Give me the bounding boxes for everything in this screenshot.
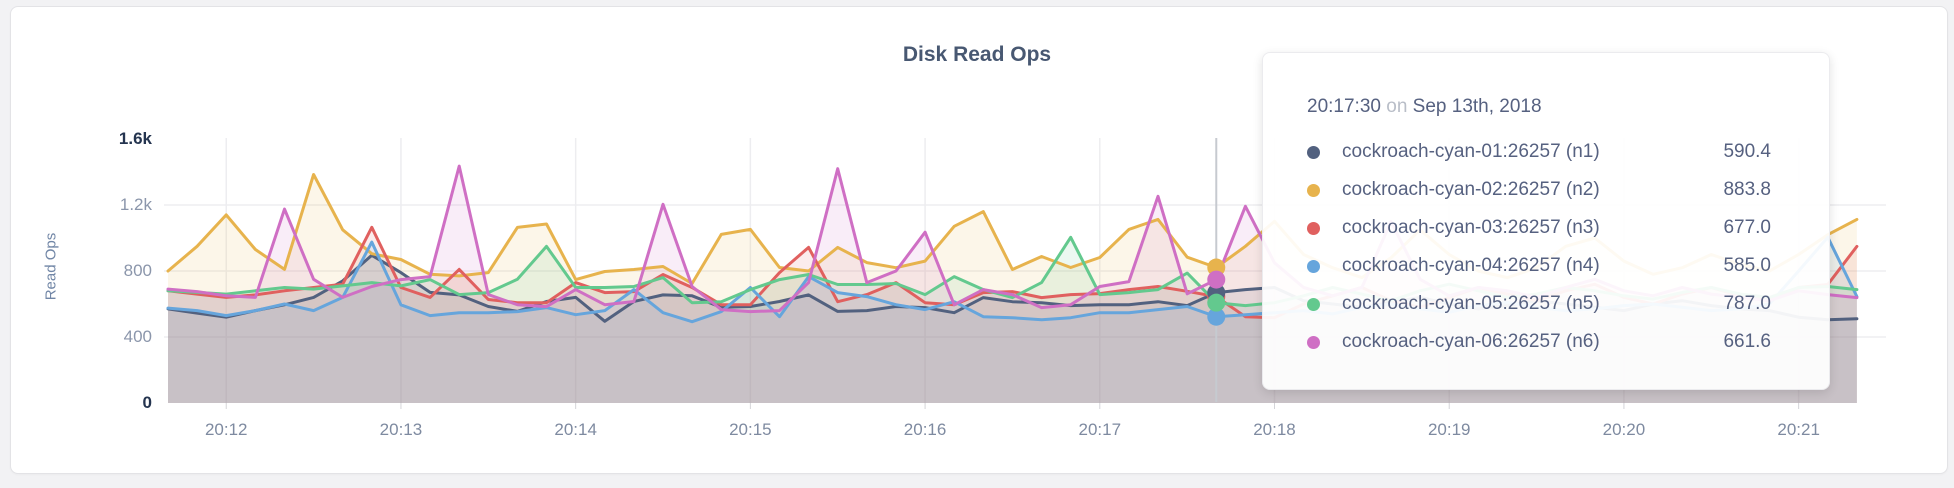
- x-tick-label: 20:12: [204, 420, 248, 439]
- tooltip-series-label: cockroach-cyan-05:26257 (n5): [1342, 293, 1600, 314]
- x-tick-label: 20:17: [1078, 420, 1122, 439]
- series-color-dot-icon: [1307, 259, 1320, 273]
- series-color-dot-icon: [1307, 183, 1320, 197]
- x-tick-label: 20:13: [379, 420, 423, 439]
- tooltip-series-row: cockroach-cyan-06:26257 (n6) 661.6: [1307, 323, 1771, 361]
- series-color-dot-icon: [1307, 221, 1320, 235]
- tooltip-series-label: cockroach-cyan-01:26257 (n1): [1342, 141, 1600, 162]
- hover-dot-n4: [1207, 307, 1226, 326]
- x-tick-label: 20:16: [903, 420, 947, 439]
- y-tick-label: 400: [123, 327, 152, 346]
- x-tick-label: 20:15: [729, 420, 772, 439]
- tooltip-series-row: cockroach-cyan-03:26257 (n3) 677.0: [1307, 209, 1771, 247]
- hover-dot-n6: [1207, 270, 1226, 289]
- y-tick-label: 0: [142, 393, 152, 412]
- series-color-dot-icon: [1307, 297, 1320, 311]
- tooltip-date: Sep 13th, 2018: [1412, 96, 1542, 117]
- tooltip-series-value: 677.0: [1723, 217, 1771, 238]
- tooltip-series-row: cockroach-cyan-02:26257 (n2) 883.8: [1307, 171, 1771, 209]
- tooltip-series-label: cockroach-cyan-06:26257 (n6): [1342, 331, 1600, 352]
- y-tick-label: 1.2k: [119, 195, 152, 214]
- tooltip-series-value: 661.6: [1723, 331, 1771, 352]
- chart-title: Disk Read Ops: [902, 43, 1052, 66]
- tooltip-timestamp: 20:17:30 on Sep 13th, 2018: [1307, 95, 1771, 119]
- x-tick-label: 20:20: [1602, 420, 1646, 439]
- tooltip-series-row: cockroach-cyan-04:26257 (n4) 585.0: [1307, 247, 1771, 285]
- x-tick-label: 20:19: [1427, 420, 1471, 439]
- x-tick-label: 20:14: [554, 420, 597, 439]
- series-color-dot-icon: [1307, 335, 1320, 349]
- x-tick-label: 20:18: [1253, 420, 1296, 439]
- tooltip-series-label: cockroach-cyan-02:26257 (n2): [1342, 179, 1600, 200]
- tooltip-series-value: 883.8: [1723, 179, 1771, 200]
- series-color-dot-icon: [1307, 145, 1320, 159]
- tooltip-time: 20:17:30: [1307, 96, 1381, 117]
- tooltip-series-value: 585.0: [1723, 255, 1771, 276]
- tooltip-rows: cockroach-cyan-01:26257 (n1) 590.4 cockroa…: [1307, 133, 1771, 361]
- tooltip-series-value: 590.4: [1723, 141, 1771, 162]
- hover-tooltip: 20:17:30 on Sep 13th, 2018 cockroach-cya…: [1262, 52, 1830, 390]
- tooltip-series-row: cockroach-cyan-05:26257 (n5) 787.0: [1307, 285, 1771, 323]
- tooltip-series-row: cockroach-cyan-01:26257 (n1) 590.4: [1307, 133, 1771, 171]
- tooltip-series-label: cockroach-cyan-03:26257 (n3): [1342, 217, 1600, 238]
- tooltip-series-value: 787.0: [1723, 293, 1771, 314]
- y-tick-label: 800: [123, 261, 152, 280]
- hover-dot-n5: [1207, 293, 1226, 312]
- x-tick-label: 20:21: [1777, 420, 1820, 439]
- y-tick-label: 1.6k: [118, 129, 152, 148]
- tooltip-series-label: cockroach-cyan-04:26257 (n4): [1342, 255, 1600, 276]
- tooltip-conjunction: on: [1386, 96, 1408, 117]
